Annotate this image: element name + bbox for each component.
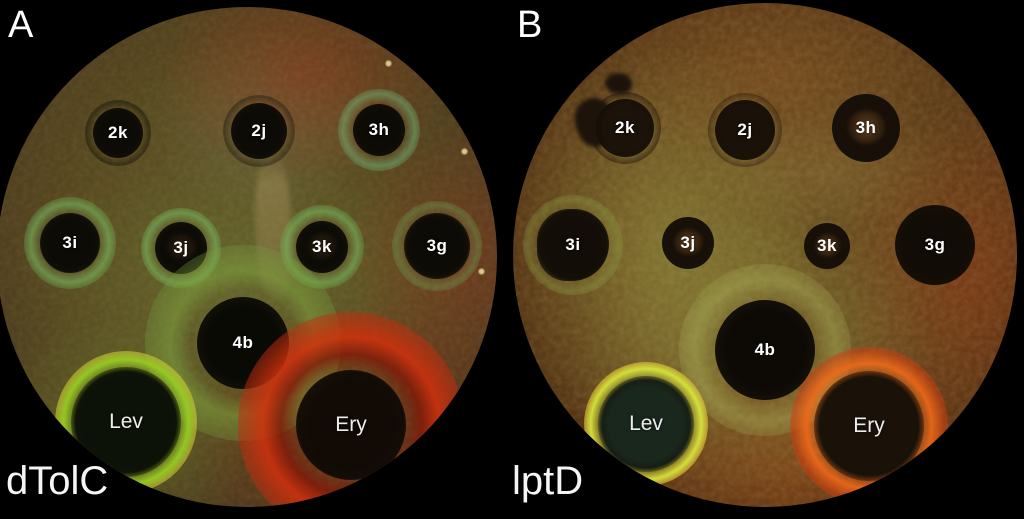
panel-letter-a: A <box>8 4 34 46</box>
disk-label: 2j <box>251 121 267 140</box>
disk-label: 3j <box>173 238 189 257</box>
bubble-speck <box>460 147 469 156</box>
disk-3g: 3g <box>895 205 975 285</box>
disk-label: 2j <box>737 120 753 139</box>
agar-smear-artifact <box>255 150 291 302</box>
disk-3g: 3g <box>392 201 482 291</box>
disk-label: 3h <box>368 120 390 139</box>
disk-label: 3h <box>855 118 877 137</box>
agar-plate-a: 2k 2j 3h 3i 3j 3k 3g 4b Lev Ery <box>0 7 497 507</box>
disk-2k: 2k <box>85 100 151 166</box>
disk-label: Lev <box>629 412 663 435</box>
disk-3k: 3k <box>280 205 364 289</box>
agar-plate-b: 2k 2j 3h 3i 3j 3k 3g 4b Lev Ery <box>513 3 1017 507</box>
disk-3h: 3h <box>832 94 900 162</box>
disk-3h: 3h <box>338 89 420 171</box>
disk-label: 3i <box>62 233 78 252</box>
disk-label: Lev <box>109 410 143 433</box>
bubble-speck <box>477 267 486 276</box>
disk-label: 2k <box>108 123 128 142</box>
disk-3j: 3j <box>141 208 221 288</box>
disk-4b: 4b <box>145 245 341 441</box>
disk-4b: 4b <box>679 264 851 436</box>
colony-smear <box>605 73 632 94</box>
zone-erythromycin: Ery <box>790 347 948 505</box>
disk-3i: 3i <box>523 195 623 295</box>
disk-2k: 2k <box>589 92 661 164</box>
strain-label-b: lptD <box>512 459 584 503</box>
disk-3j: 3j <box>662 217 714 269</box>
disk-2j: 2j <box>708 93 782 167</box>
disk-label: Ery <box>335 413 367 436</box>
disk-label: 3k <box>817 236 837 255</box>
disk-2j: 2j <box>223 95 295 167</box>
disk-label: 4b <box>754 340 776 359</box>
disk-label: 3k <box>312 237 332 256</box>
disk-label: 3g <box>426 236 448 255</box>
disk-label: 4b <box>232 333 254 352</box>
disk-label: 3i <box>565 235 581 254</box>
disk-label: 2k <box>615 118 635 137</box>
disk-label: 3g <box>924 235 946 254</box>
disk-label: Ery <box>853 414 885 437</box>
disk-3i: 3i <box>24 197 116 289</box>
zone-erythromycin: Ery <box>238 312 464 507</box>
disk-3k: 3k <box>804 223 850 269</box>
disk-label: 3j <box>680 233 696 252</box>
zone-levofloxacin: Lev <box>584 362 708 486</box>
strain-label-a: dTolC <box>6 459 109 503</box>
bubble-speck <box>384 59 393 68</box>
panel-letter-b: B <box>517 4 543 46</box>
